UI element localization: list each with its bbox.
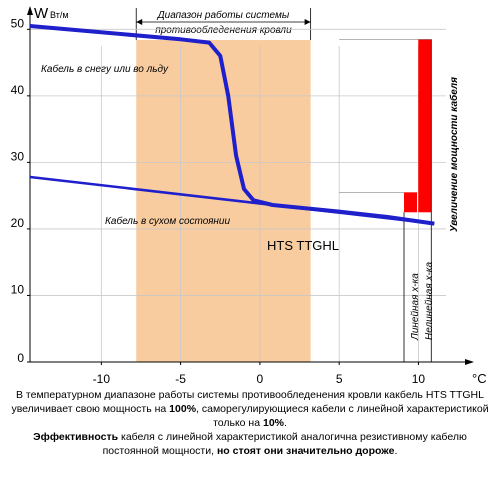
x-tick-label: -10	[93, 372, 111, 386]
series-snow-cable	[29, 24, 435, 226]
axes	[27, 6, 474, 365]
nonlinear-label: Нелинейная х-ка	[424, 261, 435, 340]
x-axis-arrow	[465, 359, 474, 365]
caption-bold: Эффективность	[33, 431, 119, 443]
band-label-line2: противообледенения кровли	[155, 24, 292, 36]
caption-text: кабеля с линейной характеристикой аналог…	[102, 431, 467, 457]
caption-bold: но стоят они значительно дороже	[216, 445, 395, 457]
caption-text: .	[394, 445, 398, 457]
y-tick-label: 10	[11, 282, 25, 296]
series-label-dry: Кабель в сухом состоянии	[105, 215, 230, 227]
power-increase-label: Увеличение мощности кабеля	[448, 77, 460, 232]
operating-range-band	[136, 40, 311, 362]
series-label-snow: Кабель в снегу или во льду	[41, 63, 169, 75]
x-tick-labels: -10 -5 0 5 10	[93, 362, 426, 386]
y-tick-labels: 0 10 20 30 40 50	[11, 16, 30, 365]
x-tick-label: -5	[175, 372, 186, 386]
caption-text: В температурном диапазоне работы системы…	[11, 389, 484, 415]
y-tick-label: 40	[11, 83, 25, 97]
chart-caption: В температурном диапазоне работы системы…	[4, 388, 496, 458]
bar-nonlinear	[418, 39, 432, 213]
caption-text: , саморегулирующиеся кабели с линейной х…	[196, 403, 489, 429]
caption-paragraph-1: В температурном диапазоне работы системы…	[4, 388, 496, 430]
y-tick-label: 30	[11, 149, 25, 163]
x-tick-label: 0	[257, 372, 264, 386]
caption-bold: 100%	[169, 403, 197, 415]
caption-bold: 10%	[262, 417, 284, 429]
x-axis-unit: °C	[472, 371, 487, 386]
y-tick-label: 50	[11, 16, 25, 30]
y-tick-label: 0	[17, 351, 24, 365]
linear-label: Линейная х-ка	[410, 273, 421, 341]
bar-reference-lines	[339, 38, 432, 362]
y-axis-unit: Вт/м	[50, 10, 69, 20]
x-tick-label: 10	[412, 372, 426, 386]
y-axis-symbol: W	[34, 5, 49, 22]
band-arrow-left	[136, 19, 143, 25]
caption-text: .	[284, 417, 287, 429]
y-axis-arrow	[27, 6, 33, 15]
bar-linear	[404, 192, 418, 213]
y-tick-label: 20	[11, 216, 25, 230]
power-temperature-chart: Диапазон работы системы противообледенен…	[11, 5, 487, 386]
caption-paragraph-2: Эффективность кабеля с линейной характер…	[4, 430, 496, 458]
band-label-line1: Диапазон работы системы	[157, 9, 290, 21]
band-arrow-right	[304, 19, 311, 25]
x-tick-label: 5	[336, 372, 343, 386]
product-label: HTS TTGHL	[267, 238, 339, 253]
